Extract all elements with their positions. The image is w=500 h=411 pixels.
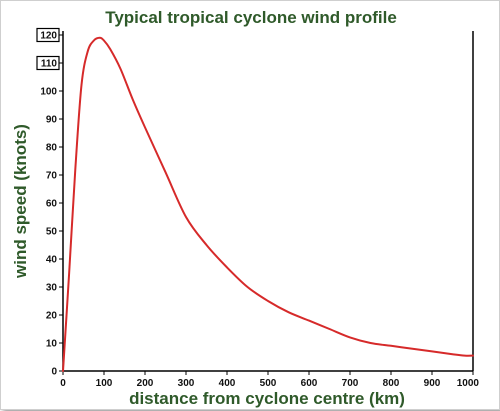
x-tick-label: 600: [301, 378, 318, 389]
y-tick-label: 100: [40, 87, 57, 98]
x-tick-label: 300: [178, 378, 195, 389]
x-tick-label: 800: [383, 378, 400, 389]
y-tick-label: 30: [46, 283, 58, 294]
wind-speed-series-line: [62, 36, 474, 372]
y-tick-label: 120: [40, 31, 57, 42]
y-tick-label: 110: [41, 59, 58, 70]
y-tick-label: 40: [46, 255, 58, 266]
y-tick-label: 60: [46, 199, 58, 210]
x-axis-label: distance from cyclone centre (km): [129, 389, 405, 408]
x-tick-label: 100: [96, 378, 113, 389]
chart-title: Typical tropical cyclone wind profile: [105, 8, 397, 27]
axes: [62, 31, 474, 372]
x-tick-label: 700: [342, 378, 359, 389]
y-axis-label: wind speed (knots): [11, 124, 30, 279]
y-tick-label: 80: [46, 143, 58, 154]
y-tick-label-box: [36, 55, 60, 71]
x-tick-label: 500: [260, 378, 277, 389]
y-tick-label: 10: [46, 339, 58, 350]
y-tick-label: 20: [46, 311, 58, 322]
series-layer: [62, 36, 474, 372]
x-tick-label: 200: [137, 378, 154, 389]
y-tick-label: 70: [46, 171, 58, 182]
y-tick-label-box: [36, 27, 60, 43]
y-tick-label: 50: [46, 227, 58, 238]
y-tick-label: 0: [51, 367, 57, 378]
y-tick-label: 90: [46, 115, 58, 126]
x-tick-label: 900: [424, 378, 441, 389]
ticks: 0 10 20 30 40 50 60 70 80 90 100 110 120 0 100 200 300 40…: [36, 27, 480, 389]
x-tick-label: 1000: [457, 378, 480, 389]
x-tick-label: 0: [60, 378, 66, 389]
x-tick-label: 400: [219, 378, 236, 389]
